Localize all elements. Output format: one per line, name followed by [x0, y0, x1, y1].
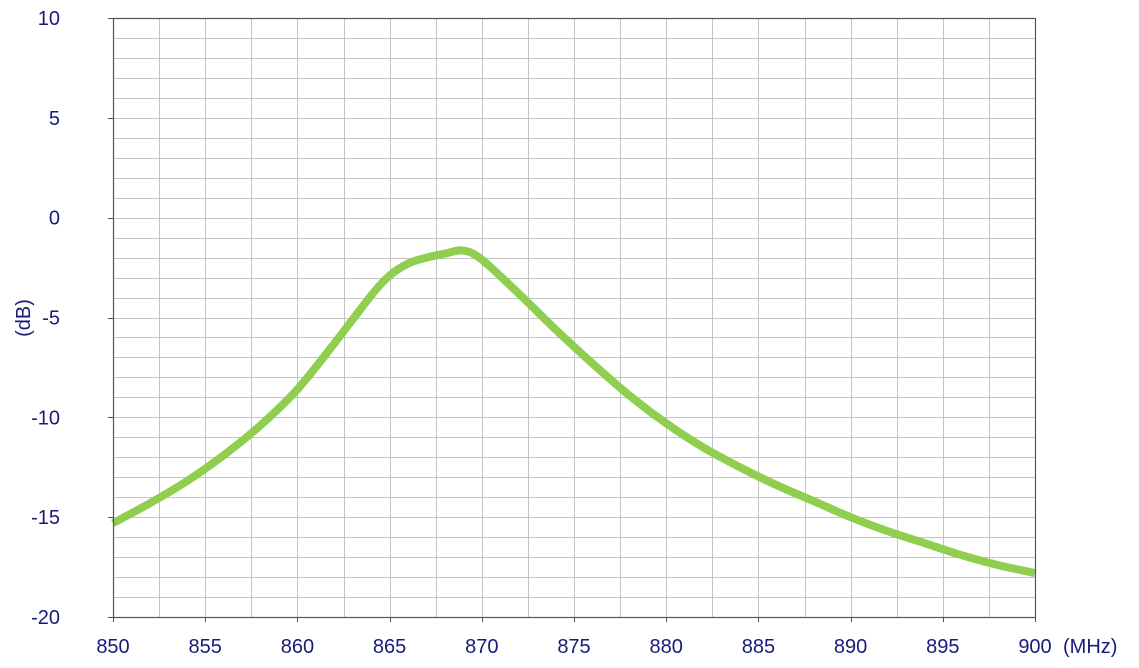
series-line: [111, 246, 1036, 578]
y-tick-label: -15: [31, 507, 60, 529]
x-tick-label: 850: [96, 636, 129, 658]
plot-frame: [112, 17, 1037, 619]
x-tick-label: 900: [1018, 636, 1051, 658]
x-tick-label: 870: [465, 636, 498, 658]
x-tick-labels: 850 855 860 865 870 875 880 885 890 895 900: [96, 636, 1051, 658]
y-tick-label: 0: [49, 208, 60, 230]
x-tick-label: 885: [742, 636, 775, 658]
x-tick-label: 855: [189, 636, 222, 658]
x-axis-unit-label: (MHz): [1063, 636, 1117, 658]
y-tick-label: 10: [38, 8, 60, 30]
x-tick-label: 875: [557, 636, 590, 658]
y-tick-label: 5: [49, 108, 60, 130]
x-tick-label: 860: [281, 636, 314, 658]
x-tick-label: 890: [834, 636, 867, 658]
y-axis-label: (dB): [13, 299, 35, 337]
x-tick-label: 895: [926, 636, 959, 658]
x-tick-label: 865: [373, 636, 406, 658]
y-tick-labels: 10 5 0 -5 -10 -15 -20: [31, 8, 60, 629]
x-tick-label: 880: [650, 636, 683, 658]
series-layer: [111, 246, 1036, 578]
grid-layer: [108, 18, 1036, 622]
y-tick-label: -10: [31, 407, 60, 429]
y-tick-label: -5: [42, 308, 60, 330]
y-tick-label: -20: [31, 607, 60, 629]
